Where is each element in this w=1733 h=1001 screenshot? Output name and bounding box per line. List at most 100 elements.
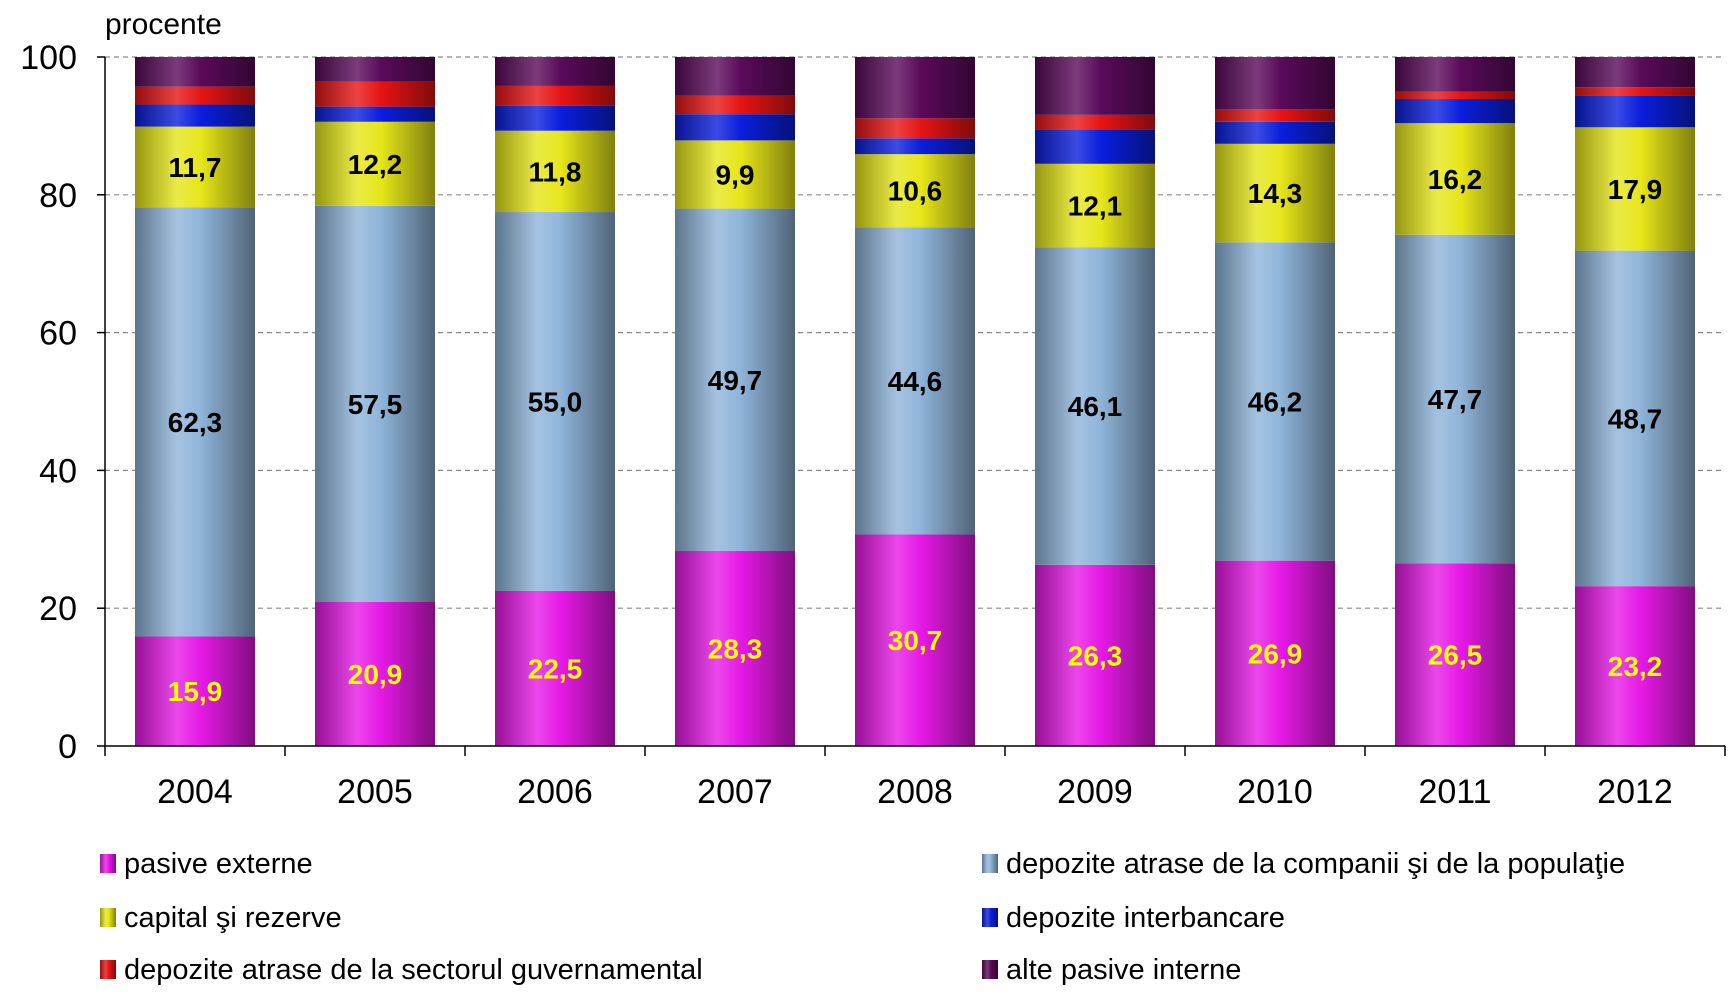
data-label: 49,7 xyxy=(708,365,763,396)
bar-segment xyxy=(1035,564,1155,746)
bar-segment xyxy=(495,105,615,131)
data-label: 11,8 xyxy=(529,156,582,187)
bar-segment xyxy=(1575,586,1695,746)
x-tick-label: 2005 xyxy=(337,773,413,811)
legend-swatch xyxy=(982,908,998,927)
data-label: 11,7 xyxy=(169,152,222,183)
legend-label: capital şi rezerve xyxy=(124,902,342,934)
bar-segment xyxy=(1395,123,1515,235)
bar-segment xyxy=(855,227,975,535)
bar-segment xyxy=(1035,114,1155,130)
bar-segment xyxy=(675,57,795,96)
bar-segment xyxy=(1035,129,1155,164)
data-label: 17,9 xyxy=(1608,174,1663,205)
bar-segment xyxy=(1215,57,1335,110)
bar-segment xyxy=(315,106,435,122)
x-tick-label: 2011 xyxy=(1418,773,1491,811)
data-label: 16,2 xyxy=(1428,164,1483,195)
bar-segment xyxy=(1575,95,1695,128)
y-tick-label: 60 xyxy=(39,315,77,353)
bar-segment xyxy=(315,205,435,602)
bar-segment xyxy=(675,140,795,209)
bar-segment xyxy=(1575,250,1695,587)
data-label: 62,3 xyxy=(168,407,223,438)
data-label: 15,9 xyxy=(168,676,223,707)
bar-segment xyxy=(1395,234,1515,564)
data-label: 26,3 xyxy=(1068,640,1123,671)
legend: pasive externe capital şi rezerve depozite… xyxy=(100,848,1625,986)
x-tick-label: 2004 xyxy=(157,773,233,811)
legend-label: pasive externe xyxy=(124,848,313,880)
legend-swatch xyxy=(100,960,116,979)
legend-swatch xyxy=(982,854,998,873)
data-label: 57,5 xyxy=(348,389,403,420)
data-labels: 15,9 62,3 11,7 20,9 57,5 12,2 22,5 55,0 11,8 28,3… xyxy=(168,149,1663,707)
data-label: 28,3 xyxy=(708,634,763,665)
y-axis-unit-label: procente xyxy=(105,8,222,41)
data-label: 47,7 xyxy=(1428,384,1483,415)
bar-segment xyxy=(495,590,615,746)
x-tick-label: 2012 xyxy=(1597,773,1673,811)
bar-segment xyxy=(1395,99,1515,124)
data-label: 12,1 xyxy=(1068,190,1123,221)
bar-segment xyxy=(1035,57,1155,115)
bar-segment xyxy=(1215,560,1335,746)
bar-segment xyxy=(675,551,795,746)
bar-segment xyxy=(855,154,975,228)
bar-segment xyxy=(1575,57,1695,88)
legend-item: depozite interbancare xyxy=(982,902,1285,934)
data-label: 10,6 xyxy=(888,176,943,207)
bar-segment xyxy=(495,57,615,86)
y-tick-label: 20 xyxy=(39,590,77,628)
bars xyxy=(135,57,1695,746)
x-tick-label: 2010 xyxy=(1237,773,1313,811)
legend-item: depozite atrase de la companii şi de la … xyxy=(982,848,1625,880)
legend-label: depozite interbancare xyxy=(1006,902,1285,934)
bar-segment xyxy=(315,601,435,746)
bar-segment xyxy=(495,85,615,106)
bar-segment xyxy=(855,534,975,746)
bar-segment xyxy=(855,118,975,139)
bar-segment xyxy=(1215,242,1335,561)
bar-segment xyxy=(1575,127,1695,251)
legend-label: alte pasive interne xyxy=(1006,954,1241,986)
bar-segment xyxy=(135,636,255,746)
data-label: 14,3 xyxy=(1248,178,1303,209)
bar-segment xyxy=(135,57,255,87)
legend-swatch xyxy=(100,854,116,873)
data-label: 55,0 xyxy=(528,387,583,418)
bar-segment xyxy=(1215,121,1335,144)
data-label: 12,2 xyxy=(348,149,403,180)
bar-segment xyxy=(1035,247,1155,565)
bar-segment xyxy=(1395,563,1515,746)
data-label: 20,9 xyxy=(348,659,403,690)
data-label: 46,1 xyxy=(1068,391,1123,422)
bar-segment xyxy=(495,130,615,213)
data-label: 48,7 xyxy=(1608,403,1663,434)
data-label: 46,2 xyxy=(1248,387,1303,418)
data-label: 23,2 xyxy=(1608,651,1663,682)
bar-segment xyxy=(675,208,795,552)
x-tick-label: 2008 xyxy=(877,773,953,811)
legend-swatch xyxy=(100,908,116,927)
data-label: 26,9 xyxy=(1248,638,1303,669)
bar-segment xyxy=(1395,91,1515,100)
bar-segment xyxy=(135,104,255,127)
x-tick-label: 2006 xyxy=(517,773,593,811)
legend-label: depozite atrase de la sectorul guvername… xyxy=(124,954,703,986)
legend-swatch xyxy=(982,960,998,979)
data-label: 22,5 xyxy=(528,653,583,684)
bar-segment xyxy=(675,114,795,141)
data-label: 26,5 xyxy=(1428,640,1483,671)
bar-segment xyxy=(1395,57,1515,92)
y-tick-label: 40 xyxy=(39,452,77,490)
bar-segment xyxy=(855,138,975,155)
bar-segment xyxy=(1575,87,1695,96)
bar-segment xyxy=(855,57,975,119)
legend-item: depozite atrase de la sectorul guvername… xyxy=(100,954,703,986)
bar-segment xyxy=(675,95,795,115)
bar-segment xyxy=(315,81,435,107)
axes: 0 20 40 60 80 100 2004 2005 2006 2007 2008 2009 2010… xyxy=(20,8,1726,811)
bar-segment xyxy=(135,86,255,105)
